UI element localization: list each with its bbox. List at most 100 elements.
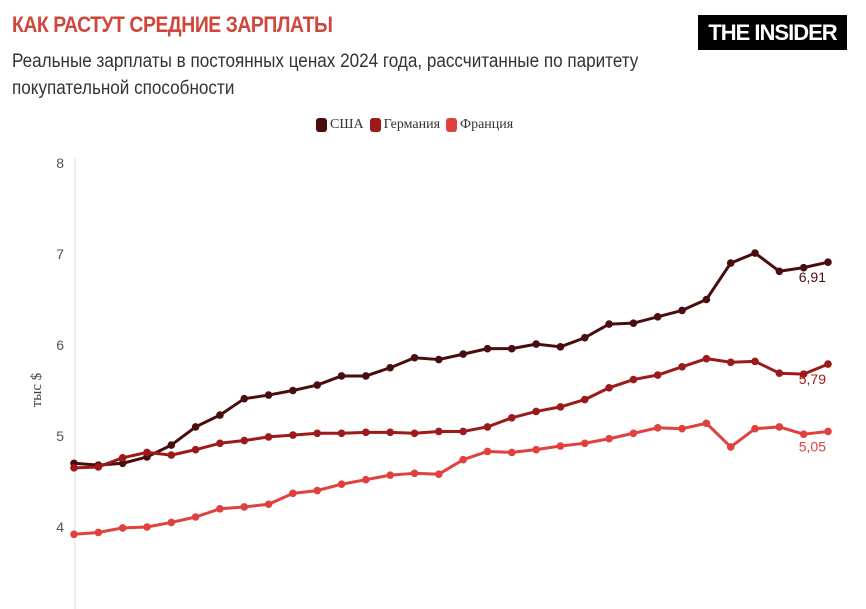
data-point[interactable] (605, 434, 613, 443)
data-point[interactable] (337, 429, 346, 438)
data-point[interactable] (313, 381, 322, 389)
data-point[interactable] (240, 394, 249, 403)
data-point[interactable] (289, 489, 297, 498)
data-point[interactable] (824, 427, 832, 436)
data-point[interactable] (751, 249, 759, 257)
data-point[interactable] (337, 480, 346, 489)
data-point[interactable] (289, 431, 297, 439)
legend: США Германия Франция (316, 117, 513, 133)
data-point[interactable] (143, 448, 151, 457)
data-point[interactable] (556, 343, 565, 351)
data-point[interactable] (216, 505, 224, 513)
data-point[interactable] (94, 528, 103, 537)
data-point[interactable] (191, 445, 200, 454)
data-point[interactable] (508, 344, 516, 353)
data-point[interactable] (629, 375, 638, 384)
data-point[interactable] (508, 414, 516, 422)
data-point[interactable] (118, 454, 127, 462)
data-point[interactable] (799, 370, 808, 378)
data-point[interactable] (580, 333, 589, 342)
data-point[interactable] (362, 428, 370, 437)
data-point[interactable] (799, 263, 808, 272)
legend-item-france[interactable]: Франция (446, 117, 513, 133)
data-point[interactable] (216, 439, 224, 448)
data-point[interactable] (580, 439, 589, 448)
data-point[interactable] (118, 459, 127, 468)
data-point[interactable] (167, 441, 176, 449)
data-point[interactable] (702, 419, 711, 428)
data-point[interactable] (824, 360, 832, 368)
data-point[interactable] (459, 350, 467, 358)
data-point[interactable] (118, 524, 127, 532)
data-point[interactable] (410, 469, 419, 478)
data-point[interactable] (264, 433, 273, 441)
data-point[interactable] (653, 424, 662, 432)
data-point[interactable] (726, 358, 735, 367)
data-point[interactable] (435, 427, 443, 436)
data-point[interactable] (629, 429, 638, 438)
data-point[interactable] (362, 372, 370, 380)
data-point[interactable] (337, 372, 346, 380)
data-point[interactable] (167, 451, 176, 459)
data-point[interactable] (629, 319, 638, 327)
data-point[interactable] (240, 436, 249, 445)
data-point[interactable] (678, 424, 686, 433)
data-point[interactable] (362, 475, 370, 484)
data-point[interactable] (775, 267, 784, 276)
data-point[interactable] (216, 411, 224, 419)
data-point[interactable] (775, 369, 784, 378)
data-point[interactable] (410, 429, 419, 438)
data-point[interactable] (556, 403, 565, 411)
data-point[interactable] (678, 363, 686, 371)
data-point[interactable] (508, 448, 516, 457)
data-point[interactable] (653, 371, 662, 379)
data-point[interactable] (94, 463, 103, 471)
data-point[interactable] (435, 470, 443, 479)
data-point[interactable] (824, 258, 832, 266)
data-point[interactable] (313, 486, 322, 495)
data-point[interactable] (70, 530, 78, 539)
data-point[interactable] (264, 500, 273, 509)
data-point[interactable] (532, 340, 540, 348)
data-point[interactable] (556, 442, 565, 450)
data-point[interactable] (264, 391, 273, 399)
legend-item-germany[interactable]: Германия (369, 117, 440, 133)
data-point[interactable] (386, 428, 394, 437)
legend-item-usa[interactable]: США (316, 117, 364, 133)
data-point[interactable] (313, 429, 322, 438)
data-point[interactable] (435, 355, 443, 364)
data-point[interactable] (289, 386, 297, 395)
data-point[interactable] (653, 312, 662, 321)
data-point[interactable] (532, 407, 540, 416)
y-axis-label: тыс $ (29, 372, 45, 407)
data-point[interactable] (751, 357, 759, 366)
data-point[interactable] (483, 423, 492, 431)
data-point[interactable] (580, 395, 589, 404)
data-point[interactable] (799, 430, 808, 438)
data-point[interactable] (386, 363, 394, 372)
data-point[interactable] (483, 344, 492, 353)
data-point[interactable] (483, 447, 492, 456)
data-point[interactable] (70, 464, 78, 472)
legend-label-france: Франция (460, 117, 514, 132)
data-point[interactable] (751, 424, 759, 433)
data-point[interactable] (410, 353, 419, 362)
data-point[interactable] (167, 518, 176, 527)
data-point[interactable] (726, 259, 735, 267)
data-point[interactable] (191, 513, 200, 521)
end-value-label: 5,79 (799, 371, 826, 387)
data-point[interactable] (702, 295, 711, 304)
data-point[interactable] (726, 443, 735, 451)
data-point[interactable] (702, 354, 711, 363)
data-point[interactable] (605, 320, 613, 328)
data-point[interactable] (191, 423, 200, 431)
data-point[interactable] (605, 383, 613, 392)
data-point[interactable] (678, 306, 686, 315)
data-point[interactable] (143, 523, 151, 531)
data-point[interactable] (386, 471, 394, 479)
data-point[interactable] (532, 445, 540, 454)
data-point[interactable] (240, 503, 249, 511)
data-point[interactable] (459, 427, 467, 436)
data-point[interactable] (459, 455, 467, 464)
data-point[interactable] (775, 423, 784, 431)
